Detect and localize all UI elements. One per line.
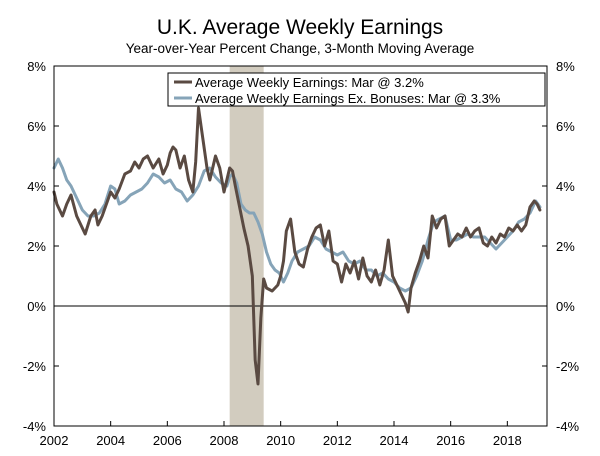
chart-subtitle: Year-over-Year Percent Change, 3-Month M… [126,41,474,56]
y-tick-label-right: 2% [556,239,575,254]
legend-label-average-weekly-earnings: Average Weekly Earnings: Mar @ 3.2% [195,75,424,90]
y-tick-label-left: -2% [23,359,47,374]
legend: Average Weekly Earnings: Mar @ 3.2% Aver… [167,72,546,107]
x-tick-label: 2004 [96,433,125,448]
y-tick-label-left: 0% [27,299,46,314]
x-tick-label: 2018 [493,433,522,448]
legend-box [167,72,546,107]
y-tick-label-right: 6% [556,119,575,134]
legend-label-ex-bonuses: Average Weekly Earnings Ex. Bonuses: Mar… [195,91,501,106]
chart-title: U.K. Average Weekly Earnings [157,16,443,39]
y-tick-label-left: -4% [23,419,47,434]
y-tick-label-right: 0% [556,299,575,314]
y-tick-label-right: -2% [556,359,580,374]
plot-frame [53,65,548,427]
y-tick-label-right: -4% [556,419,580,434]
x-tick-label: 2002 [40,433,69,448]
series-layer [52,106,542,386]
y-tick-label-right: 4% [556,179,575,194]
y-tick-label-left: 8% [27,59,46,74]
series-line-average-weekly-earnings [52,106,542,386]
x-tick-label: 2006 [153,433,182,448]
y-tick-label-left: 2% [27,239,46,254]
series-line-ex-bonuses [52,157,542,293]
y-tick-label-right: 8% [556,59,575,74]
x-tick-label: 2010 [266,433,295,448]
x-tick-label: 2012 [323,433,352,448]
x-tick-label: 2008 [210,433,239,448]
y-tick-label-left: 6% [27,119,46,134]
y-tick-label-left: 4% [27,179,46,194]
x-tick-label: 2016 [436,433,465,448]
axis-layer: -4% -4% -2% -2% 0% 0% 2% 2% 4% 4% 6% 6% 8% 8% 2002 2004… [23,59,580,448]
x-tick-label: 2014 [380,433,409,448]
